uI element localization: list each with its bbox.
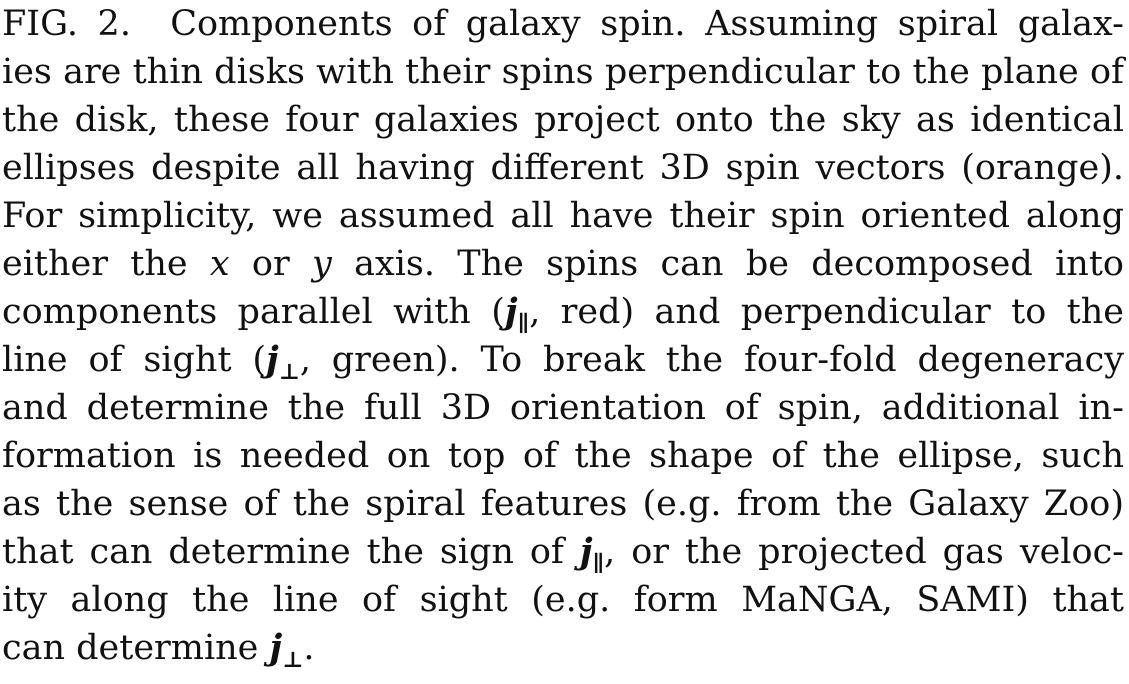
caption-text: either the — [2, 244, 188, 284]
caption-text: , green). To break the four-fold degener… — [299, 340, 1124, 380]
caption-text: components parallel with ( — [2, 292, 505, 332]
math-j-parallel: j∥ — [579, 531, 605, 577]
caption-text: ellipses despite all having different 3D… — [2, 148, 1124, 188]
caption-line-10: formation is needed on top of the shape … — [2, 432, 1124, 480]
caption-text: , or the projected gas veloc- — [604, 532, 1124, 572]
math-j-perp: j⊥ — [266, 339, 300, 385]
math-y: y — [312, 244, 332, 284]
caption-line-2: ies are thin disks with their spins perp… — [2, 48, 1124, 96]
math-x: x — [209, 244, 230, 284]
caption-text: or — [251, 244, 290, 284]
caption-text: , red) and perpendicular to the — [529, 292, 1124, 332]
caption-text: line of sight ( — [2, 340, 267, 380]
caption-line-4: ellipses despite all having different 3D… — [2, 144, 1124, 192]
caption-line-5: For simplicity, we assumed all have thei… — [2, 192, 1124, 240]
caption-text: For simplicity, we assumed all have thei… — [2, 196, 1124, 236]
caption-text: . — [303, 628, 315, 668]
caption-text: can determine — [2, 628, 259, 668]
caption-text: the disk, these four galaxies project on… — [2, 100, 1124, 140]
caption-text: formation is needed on top of the shape … — [2, 436, 1124, 476]
caption-line-13: ity along the line of sight (e.g. form M… — [2, 576, 1124, 624]
caption-text: as the sense of the spiral features (e.g… — [2, 484, 1124, 524]
caption-text: ity along the line of sight (e.g. form M… — [2, 580, 1124, 620]
math-j-parallel: j∥ — [504, 291, 530, 337]
caption-text: that can determine the sign of — [2, 532, 564, 572]
figure-caption: FIG. 2. Components of galaxy spin. Assum… — [2, 0, 1124, 673]
caption-line-14: can determine j⊥. — [2, 624, 1124, 673]
caption-text: and determine the full 3D orientation of… — [2, 388, 1124, 428]
caption-text: ies are thin disks with their spins perp… — [2, 52, 1124, 92]
caption-line-6: either the x or y axis. The spins can be… — [2, 240, 1124, 288]
caption-line-12: that can determine the sign of j∥, or th… — [2, 528, 1124, 577]
caption-line-8: line of sight (j⊥, green). To break the … — [2, 336, 1124, 385]
caption-text: axis. The spins can be decomposed into — [354, 244, 1124, 284]
caption-line-1: FIG. 2. Components of galaxy spin. Assum… — [2, 0, 1124, 48]
figure-label: FIG. 2. — [2, 4, 131, 44]
math-j-perp: j⊥ — [269, 627, 304, 673]
caption-text: Components of galaxy spin. Assuming spir… — [170, 4, 1124, 44]
caption-line-3: the disk, these four galaxies project on… — [2, 96, 1124, 144]
caption-line-7: components parallel with (j∥, red) and p… — [2, 288, 1124, 337]
caption-line-9: and determine the full 3D orientation of… — [2, 384, 1124, 432]
caption-line-11: as the sense of the spiral features (e.g… — [2, 480, 1124, 528]
